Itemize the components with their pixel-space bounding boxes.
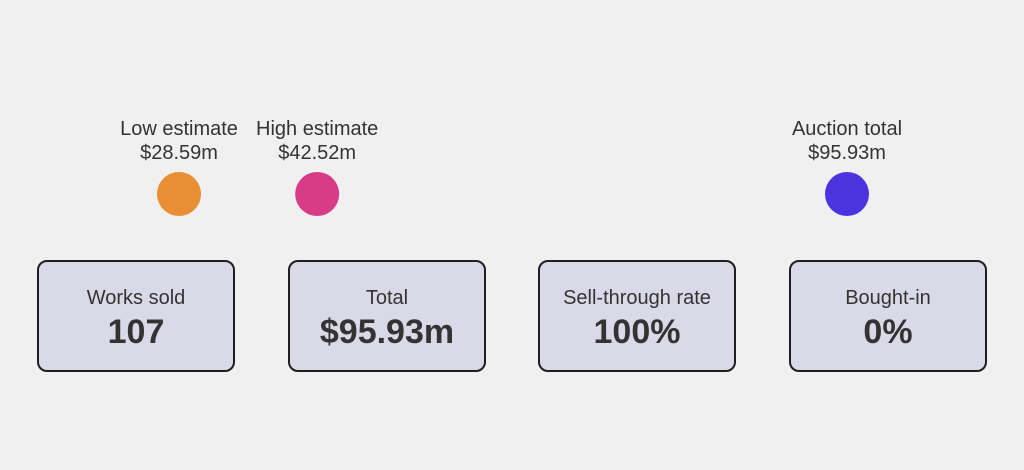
stat-card-sell-through-rate: Sell-through rate 100% bbox=[538, 260, 736, 372]
stat-label-total: Total bbox=[365, 287, 409, 309]
marker-label-low-estimate: Low estimate bbox=[120, 118, 238, 140]
stat-value-sell-through-rate: 100% bbox=[593, 313, 681, 351]
marker-auction-total bbox=[825, 172, 869, 216]
stat-value-total: $95.93m bbox=[319, 313, 455, 351]
stat-value-bought-in: 0% bbox=[863, 313, 913, 351]
stat-label-works-sold: Works sold bbox=[86, 287, 186, 309]
marker-value-high-estimate: $42.52m bbox=[278, 142, 356, 164]
marker-high-estimate bbox=[295, 172, 340, 216]
marker-value-auction-total: $95.93m bbox=[808, 142, 886, 164]
stat-label-sell-through-rate: Sell-through rate bbox=[563, 287, 711, 309]
stat-card-works-sold: Works sold 107 bbox=[37, 260, 235, 372]
marker-label-high-estimate: High estimate bbox=[256, 118, 378, 140]
marker-low-estimate bbox=[157, 172, 201, 216]
stat-value-works-sold: 107 bbox=[107, 313, 165, 351]
stat-card-bought-in: Bought-in 0% bbox=[789, 260, 987, 372]
marker-value-low-estimate: $28.59m bbox=[140, 142, 218, 164]
marker-label-auction-total: Auction total bbox=[792, 118, 902, 140]
stat-label-bought-in: Bought-in bbox=[845, 287, 931, 309]
stat-card-total: Total $95.93m bbox=[288, 260, 486, 372]
estimate-timeline-chart: Low estimate$28.59m High estimate$42.52m A… bbox=[120, 118, 902, 216]
